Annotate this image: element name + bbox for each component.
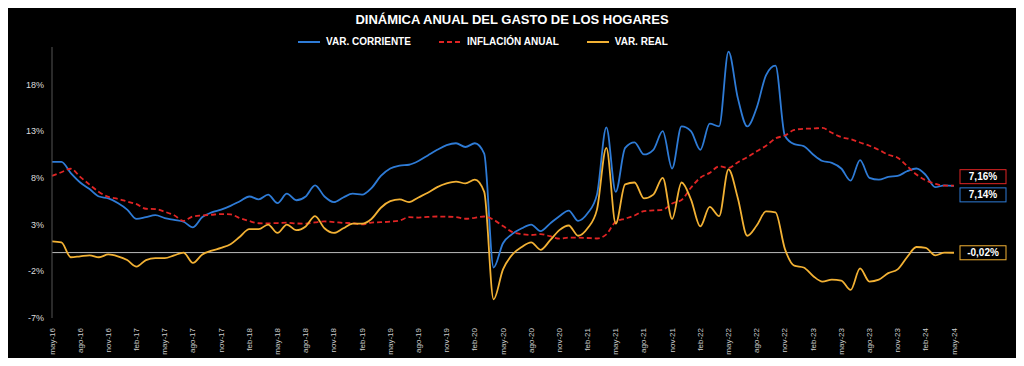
svg-text:ago-20: ago-20 (527, 327, 536, 352)
svg-text:nov-20: nov-20 (555, 327, 564, 352)
svg-text:may-22: may-22 (724, 327, 733, 354)
svg-text:ago-23: ago-23 (865, 327, 874, 352)
svg-text:nov-22: nov-22 (780, 327, 789, 352)
svg-text:-7%: -7% (28, 313, 44, 323)
svg-text:13%: 13% (26, 126, 44, 136)
svg-text:may-21: may-21 (611, 327, 620, 354)
svg-text:feb-24: feb-24 (921, 327, 930, 350)
svg-text:7,14%: 7,14% (969, 189, 997, 200)
html-text:VAR. REAL: VAR. REAL (614, 36, 668, 47)
svg-text:feb-21: feb-21 (583, 327, 592, 350)
svg-text:18%: 18% (26, 80, 44, 90)
html-text:VAR. CORRIENTE: VAR. CORRIENTE (326, 36, 411, 47)
svg-text:may-24: may-24 (950, 327, 959, 354)
svg-text:nov-21: nov-21 (668, 327, 677, 352)
svg-text:feb-18: feb-18 (245, 327, 254, 350)
svg-text:nov-18: nov-18 (329, 327, 338, 352)
svg-text:may-19: may-19 (386, 327, 395, 354)
svg-text:-0,02%: -0,02% (967, 247, 999, 258)
svg-text:-2%: -2% (28, 266, 44, 276)
svg-text:may-18: may-18 (273, 327, 282, 354)
svg-text:may-20: may-20 (499, 327, 508, 354)
svg-text:nov-23: nov-23 (893, 327, 902, 352)
svg-text:ago-17: ago-17 (188, 327, 197, 352)
svg-text:feb-17: feb-17 (132, 327, 141, 350)
svg-text:may-23: may-23 (837, 327, 846, 354)
svg-text:feb-22: feb-22 (696, 327, 705, 350)
svg-text:may-17: may-17 (160, 327, 169, 354)
svg-text:ago-18: ago-18 (301, 327, 310, 352)
svg-text:ago-21: ago-21 (639, 327, 648, 352)
svg-text:7,16%: 7,16% (969, 171, 997, 182)
svg-text:ago-22: ago-22 (752, 327, 761, 352)
svg-text:ago-16: ago-16 (76, 327, 85, 352)
svg-text:3%: 3% (31, 220, 44, 230)
svg-text:ago-19: ago-19 (414, 327, 423, 352)
svg-text:8%: 8% (31, 173, 44, 183)
html-text:DINÁMICA ANUAL DEL GASTO DE LO: DINÁMICA ANUAL DEL GASTO DE LOS HOGARES (355, 12, 669, 27)
html-text:INFLACIÓN ANUAL: INFLACIÓN ANUAL (466, 36, 559, 47)
svg-text:feb-19: feb-19 (358, 327, 367, 350)
svg-text:nov-16: nov-16 (104, 327, 113, 352)
svg-text:may-16: may-16 (48, 327, 57, 354)
svg-text:nov-17: nov-17 (217, 327, 226, 352)
svg-text:nov-19: nov-19 (442, 327, 451, 352)
svg-text:feb-20: feb-20 (470, 327, 479, 350)
svg-text:feb-23: feb-23 (809, 327, 818, 350)
